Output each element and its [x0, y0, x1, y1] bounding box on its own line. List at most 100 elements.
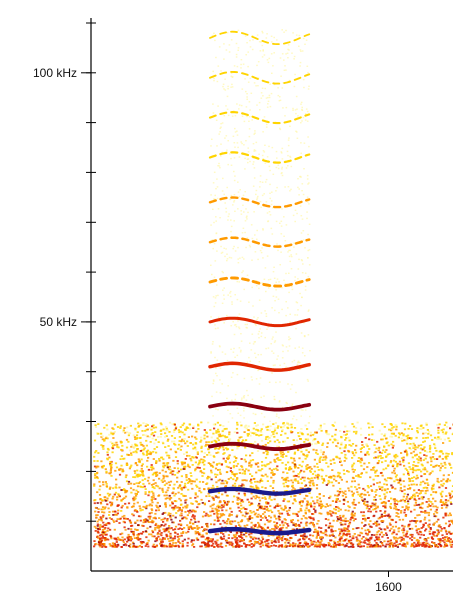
noise-speck — [211, 496, 214, 499]
noise-speck — [378, 533, 381, 536]
noise-speck — [427, 546, 430, 548]
noise-speck — [394, 434, 397, 437]
noise-speck — [312, 543, 315, 546]
noise-speck — [128, 467, 131, 470]
noise-speck — [200, 541, 204, 544]
noise-speck — [211, 484, 215, 487]
noise-speck — [419, 490, 422, 492]
noise-speck — [189, 479, 192, 481]
noise-speck — [331, 500, 334, 502]
noise-speck — [221, 513, 224, 515]
noise-speck — [445, 421, 448, 424]
noise-speck — [382, 544, 385, 547]
call-speck — [297, 178, 299, 180]
noise-speck — [124, 431, 127, 434]
noise-speck — [195, 438, 198, 440]
noise-speck — [277, 459, 280, 461]
call-speck — [265, 290, 267, 293]
call-speck — [233, 170, 235, 173]
noise-speck — [344, 533, 347, 536]
noise-speck — [273, 440, 276, 443]
noise-speck — [248, 518, 251, 520]
noise-speck — [225, 447, 228, 450]
noise-speck — [290, 479, 293, 482]
noise-speck — [154, 524, 157, 527]
noise-speck — [386, 537, 389, 539]
noise-speck — [167, 468, 171, 471]
noise-speck — [440, 499, 443, 501]
noise-speck — [414, 521, 417, 524]
noise-speck — [97, 423, 100, 425]
noise-speck — [329, 545, 333, 548]
call-speck — [290, 268, 293, 270]
noise-speck — [123, 497, 126, 499]
noise-speck — [167, 438, 170, 441]
noise-speck — [243, 542, 246, 545]
noise-speck — [182, 532, 185, 534]
noise-speck — [222, 533, 225, 535]
noise-speck — [137, 524, 140, 526]
noise-speck — [184, 486, 187, 489]
noise-speck — [393, 542, 396, 545]
noise-speck — [324, 529, 327, 531]
noise-speck — [130, 491, 133, 494]
noise-speck — [441, 485, 444, 487]
noise-speck — [137, 426, 140, 428]
noise-speck — [169, 504, 172, 507]
noise-speck — [327, 518, 330, 521]
noise-speck — [156, 506, 159, 509]
noise-speck — [153, 448, 156, 450]
noise-speck — [189, 442, 192, 444]
noise-speck — [342, 434, 346, 436]
noise-speck — [253, 422, 256, 424]
noise-speck — [101, 535, 104, 538]
noise-speck — [98, 518, 101, 521]
noise-speck — [126, 518, 129, 520]
noise-speck — [391, 471, 394, 474]
noise-speck — [129, 521, 133, 524]
noise-speck — [351, 468, 354, 471]
noise-speck — [293, 488, 296, 491]
noise-speck — [197, 424, 200, 427]
noise-speck — [368, 426, 371, 429]
noise-speck — [350, 542, 353, 545]
call-speck — [228, 51, 231, 53]
noise-speck — [164, 528, 167, 531]
noise-speck — [288, 507, 291, 509]
call-speck — [249, 342, 251, 344]
call-speck — [265, 313, 268, 315]
noise-speck — [238, 544, 241, 547]
noise-speck — [132, 531, 135, 534]
noise-speck — [146, 435, 149, 438]
call-speck — [294, 73, 296, 76]
noise-speck — [199, 441, 202, 443]
noise-speck — [327, 482, 330, 485]
noise-speck — [306, 503, 309, 506]
noise-speck — [411, 533, 414, 536]
noise-speck — [232, 545, 235, 548]
noise-speck — [209, 429, 212, 431]
noise-speck — [132, 488, 135, 491]
noise-speck — [380, 528, 383, 531]
noise-speck — [309, 431, 312, 434]
call-speck — [267, 61, 270, 64]
noise-speck — [181, 438, 184, 441]
noise-speck — [228, 513, 231, 516]
noise-speck — [351, 423, 354, 425]
call-speck — [250, 92, 253, 94]
call-speck — [225, 105, 227, 107]
noise-speck — [282, 500, 285, 502]
noise-speck — [425, 528, 428, 531]
noise-speck — [219, 543, 222, 546]
noise-speck — [172, 508, 175, 511]
noise-speck — [277, 517, 280, 520]
call-speck — [261, 44, 264, 47]
noise-speck — [408, 528, 411, 530]
noise-speck — [235, 541, 238, 544]
noise-speck — [228, 515, 231, 517]
noise-speck — [434, 500, 437, 503]
noise-speck — [333, 475, 336, 478]
noise-speck — [319, 449, 322, 452]
noise-speck — [149, 525, 152, 528]
noise-speck — [140, 486, 143, 488]
